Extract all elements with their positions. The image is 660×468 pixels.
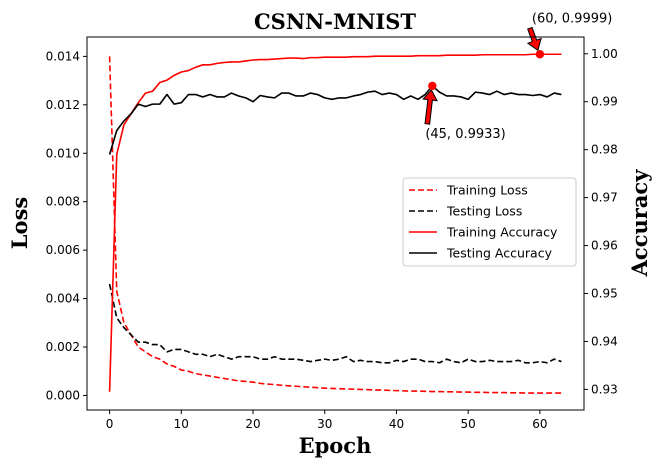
legend-label: Testing Accuracy — [446, 246, 553, 261]
legend-label: Training Loss — [446, 183, 528, 198]
x-tick-label: 30 — [317, 417, 332, 431]
right-y-tick-label: 0.96 — [591, 239, 618, 253]
left-y-axis-title: Loss — [7, 197, 32, 249]
annotation-arrow — [526, 26, 542, 52]
annotation-layer: (60, 0.9999) (45, 0.9933) — [422, 11, 612, 142]
legend-label: Training Accuracy — [446, 225, 558, 240]
x-tick-label: 40 — [389, 417, 404, 431]
right-y-axis-title: Accuracy — [627, 169, 652, 278]
left-y-tick-label: 0.002 — [46, 340, 80, 354]
left-y-axis-ticks: 0.000 0.002 0.004 0.006 0.008 0.010 0.012 0.014 — [46, 49, 87, 402]
right-y-tick-label: 0.95 — [591, 286, 618, 300]
left-y-tick-label: 0.004 — [46, 292, 80, 306]
legend-box — [402, 177, 577, 267]
left-y-tick-label: 0.000 — [46, 388, 80, 402]
x-axis-ticks: 0 10 20 30 40 50 60 — [106, 410, 548, 431]
left-y-tick-label: 0.006 — [46, 243, 80, 257]
annotation-marker — [428, 81, 437, 91]
series-line-training-loss — [108, 56, 562, 394]
right-y-tick-label: 1.00 — [591, 47, 618, 61]
x-tick-label: 0 — [106, 417, 114, 431]
plot-frame — [86, 36, 585, 411]
x-axis-title: Epoch — [299, 433, 372, 458]
x-tick-label: 10 — [174, 417, 189, 431]
annotation-label: (45, 0.9933) — [425, 127, 505, 142]
right-y-tick-label: 0.98 — [591, 143, 618, 157]
chart-title: CSNN-MNIST — [254, 9, 416, 34]
x-tick-label: 50 — [461, 417, 476, 431]
right-y-tick-label: 0.97 — [591, 191, 618, 205]
series-layer — [108, 53, 562, 394]
legend-label: Testing Loss — [446, 204, 522, 219]
left-y-tick-label: 0.014 — [46, 49, 80, 63]
right-y-axis-ticks: 0.93 0.94 0.95 0.96 0.97 0.98 0.99 1.00 — [584, 47, 618, 396]
left-y-tick-label: 0.010 — [46, 146, 80, 160]
left-y-tick-label: 0.008 — [46, 195, 80, 209]
series-line-training-accuracy — [108, 53, 562, 392]
annotation-label: (60, 0.9999) — [532, 11, 612, 26]
legend: Training Loss Testing Loss Training Accura… — [402, 177, 577, 267]
series-line-testing-accuracy — [108, 85, 562, 155]
right-y-tick-label: 0.94 — [591, 334, 618, 348]
x-tick-label: 20 — [245, 417, 260, 431]
x-tick-label: 60 — [532, 417, 547, 431]
left-y-tick-label: 0.012 — [46, 98, 80, 112]
annotation-marker — [535, 50, 545, 59]
right-y-tick-label: 0.99 — [591, 95, 618, 109]
right-y-tick-label: 0.93 — [591, 382, 618, 396]
series-line-testing-loss — [108, 283, 562, 364]
annotation-arrow — [422, 89, 438, 125]
